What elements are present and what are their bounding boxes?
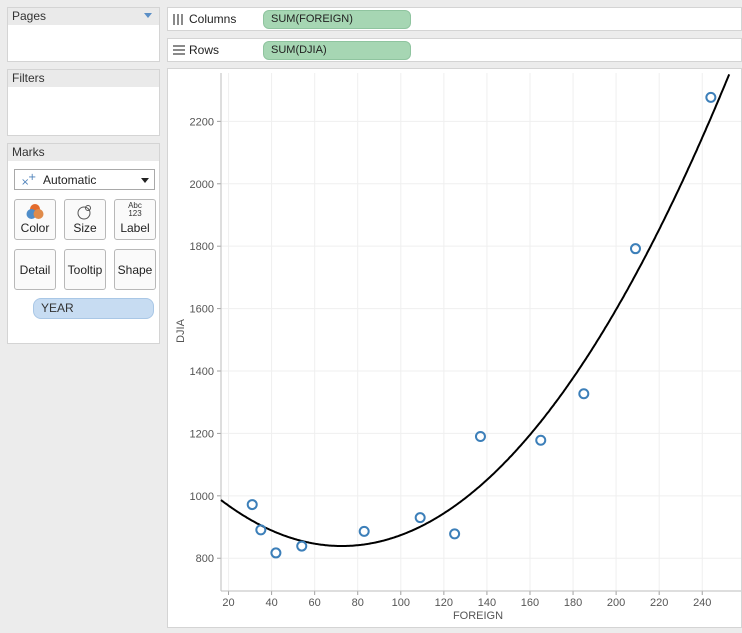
color-label: Color — [20, 221, 50, 235]
columns-icon — [173, 14, 185, 28]
columns-label: Columns — [189, 12, 237, 26]
axes — [217, 73, 741, 595]
data-point[interactable] — [246, 499, 258, 511]
marks-card: Marks × + Automatic Color Siz — [7, 143, 160, 344]
data-point[interactable] — [358, 525, 370, 537]
chevron-down-icon — [141, 178, 149, 183]
y-tick-label: 1000 — [190, 491, 214, 503]
columns-pill-foreign[interactable]: SUM(FOREIGN) — [263, 10, 411, 29]
x-tick-label: 220 — [650, 597, 668, 609]
data-point[interactable] — [449, 528, 461, 540]
mark-type-value: Automatic — [43, 173, 97, 187]
x-tick-label: 160 — [521, 597, 539, 609]
tooltip-label: Tooltip — [67, 263, 103, 277]
data-point[interactable] — [629, 243, 641, 255]
rows-shelf: Rows SUM(DJIA) — [167, 38, 742, 62]
label-icon: Abc 123 — [115, 202, 155, 220]
mark-type-dropdown[interactable]: × + Automatic — [14, 169, 155, 190]
marks-header: Marks — [8, 144, 159, 161]
size-icon — [65, 203, 105, 221]
x-tick-label: 80 — [352, 597, 364, 609]
detail-button[interactable]: Detail — [14, 249, 56, 290]
rows-icon — [173, 45, 185, 59]
y-tick-label: 1600 — [190, 304, 214, 316]
label-label: Label — [120, 221, 150, 235]
y-tick-label: 1200 — [190, 428, 214, 440]
color-button[interactable]: Color — [14, 199, 56, 240]
x-tick-label: 20 — [222, 597, 234, 609]
x-tick-label: 120 — [435, 597, 453, 609]
automatic-mark-icon: × + — [20, 172, 38, 189]
filters-card: Filters — [7, 69, 160, 136]
shape-label: Shape — [117, 263, 153, 277]
x-tick-label: 100 — [392, 597, 410, 609]
x-tick-label: 60 — [309, 597, 321, 609]
svg-text:+: + — [28, 172, 36, 183]
data-point[interactable] — [270, 547, 282, 559]
trend-line — [220, 74, 731, 547]
y-tick-label: 1800 — [190, 241, 214, 253]
label-icon-123: 123 — [128, 209, 142, 218]
data-points[interactable] — [246, 91, 717, 559]
columns-shelf: Columns SUM(FOREIGN) — [167, 7, 742, 31]
x-tick-label: 40 — [265, 597, 277, 609]
shape-button[interactable]: Shape — [114, 249, 156, 290]
data-point[interactable] — [578, 388, 590, 400]
y-tick-label: 2000 — [190, 179, 214, 191]
data-point[interactable] — [296, 540, 308, 552]
data-point[interactable] — [414, 512, 426, 524]
data-point[interactable] — [474, 431, 486, 443]
detail-label: Detail — [19, 263, 51, 277]
y-axis-title: DJIA — [175, 318, 187, 343]
color-icon — [15, 203, 55, 221]
size-button[interactable]: Size — [64, 199, 106, 240]
x-tick-label: 240 — [693, 597, 711, 609]
label-icon-abc: Abc — [128, 201, 142, 210]
tick-labels: 20 40 60 80 100 120 140 160 180 200 220 240 800 1000 1… — [190, 116, 712, 609]
size-label: Size — [73, 221, 97, 235]
pages-card: Pages — [7, 7, 160, 62]
x-axis-title: FOREIGN — [453, 610, 503, 622]
label-button[interactable]: Abc 123 Label — [114, 199, 156, 240]
x-tick-label: 200 — [607, 597, 625, 609]
svg-text:×: × — [21, 177, 29, 186]
scatter-chart[interactable]: 20 40 60 80 100 120 140 160 180 200 220 240 800 1000 1… — [168, 69, 741, 627]
rows-label: Rows — [189, 43, 220, 57]
pages-title: Pages — [12, 9, 47, 23]
x-tick-label: 180 — [564, 597, 582, 609]
pages-menu-caret-icon[interactable] — [144, 13, 152, 18]
data-point[interactable] — [535, 434, 547, 446]
pages-header[interactable]: Pages — [8, 8, 159, 25]
data-point[interactable] — [255, 524, 267, 536]
rows-pill-djia[interactable]: SUM(DJIA) — [263, 41, 411, 60]
y-tick-label: 800 — [196, 553, 214, 565]
marks-title: Marks — [12, 145, 45, 159]
y-tick-label: 1400 — [190, 366, 214, 378]
tooltip-button[interactable]: Tooltip — [64, 249, 106, 290]
y-tick-label: 2200 — [190, 116, 214, 128]
data-point[interactable] — [705, 91, 717, 103]
grid-lines — [221, 73, 741, 591]
filters-title: Filters — [12, 71, 45, 85]
year-detail-pill[interactable]: YEAR — [33, 298, 154, 319]
x-tick-label: 140 — [478, 597, 496, 609]
viz-pane: 20 40 60 80 100 120 140 160 180 200 220 240 800 1000 1… — [167, 68, 742, 628]
filters-header: Filters — [8, 70, 159, 87]
